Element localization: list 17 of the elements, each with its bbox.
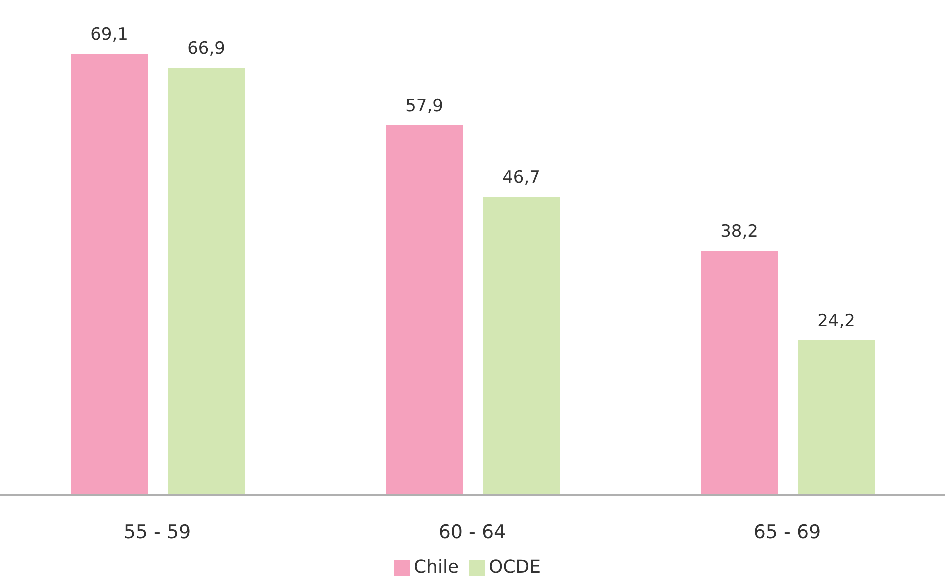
data-label: 57,9 xyxy=(406,96,444,116)
bar xyxy=(701,251,778,495)
data-label: 38,2 xyxy=(720,222,758,242)
bar xyxy=(71,54,148,495)
legend-label: Chile xyxy=(414,557,460,578)
legend-label: OCDE xyxy=(489,557,542,578)
data-label: 24,2 xyxy=(818,312,856,332)
bar xyxy=(168,68,245,495)
x-tick-label: 55 - 59 xyxy=(124,521,192,544)
data-label: 46,7 xyxy=(502,168,540,188)
bar xyxy=(798,340,875,495)
data-label: 69,1 xyxy=(90,25,128,45)
bar xyxy=(386,125,463,495)
x-tick-label: 65 - 69 xyxy=(754,521,822,544)
bar xyxy=(483,196,560,495)
data-label: 66,9 xyxy=(188,39,226,60)
x-tick-label: 60 - 64 xyxy=(438,521,506,544)
